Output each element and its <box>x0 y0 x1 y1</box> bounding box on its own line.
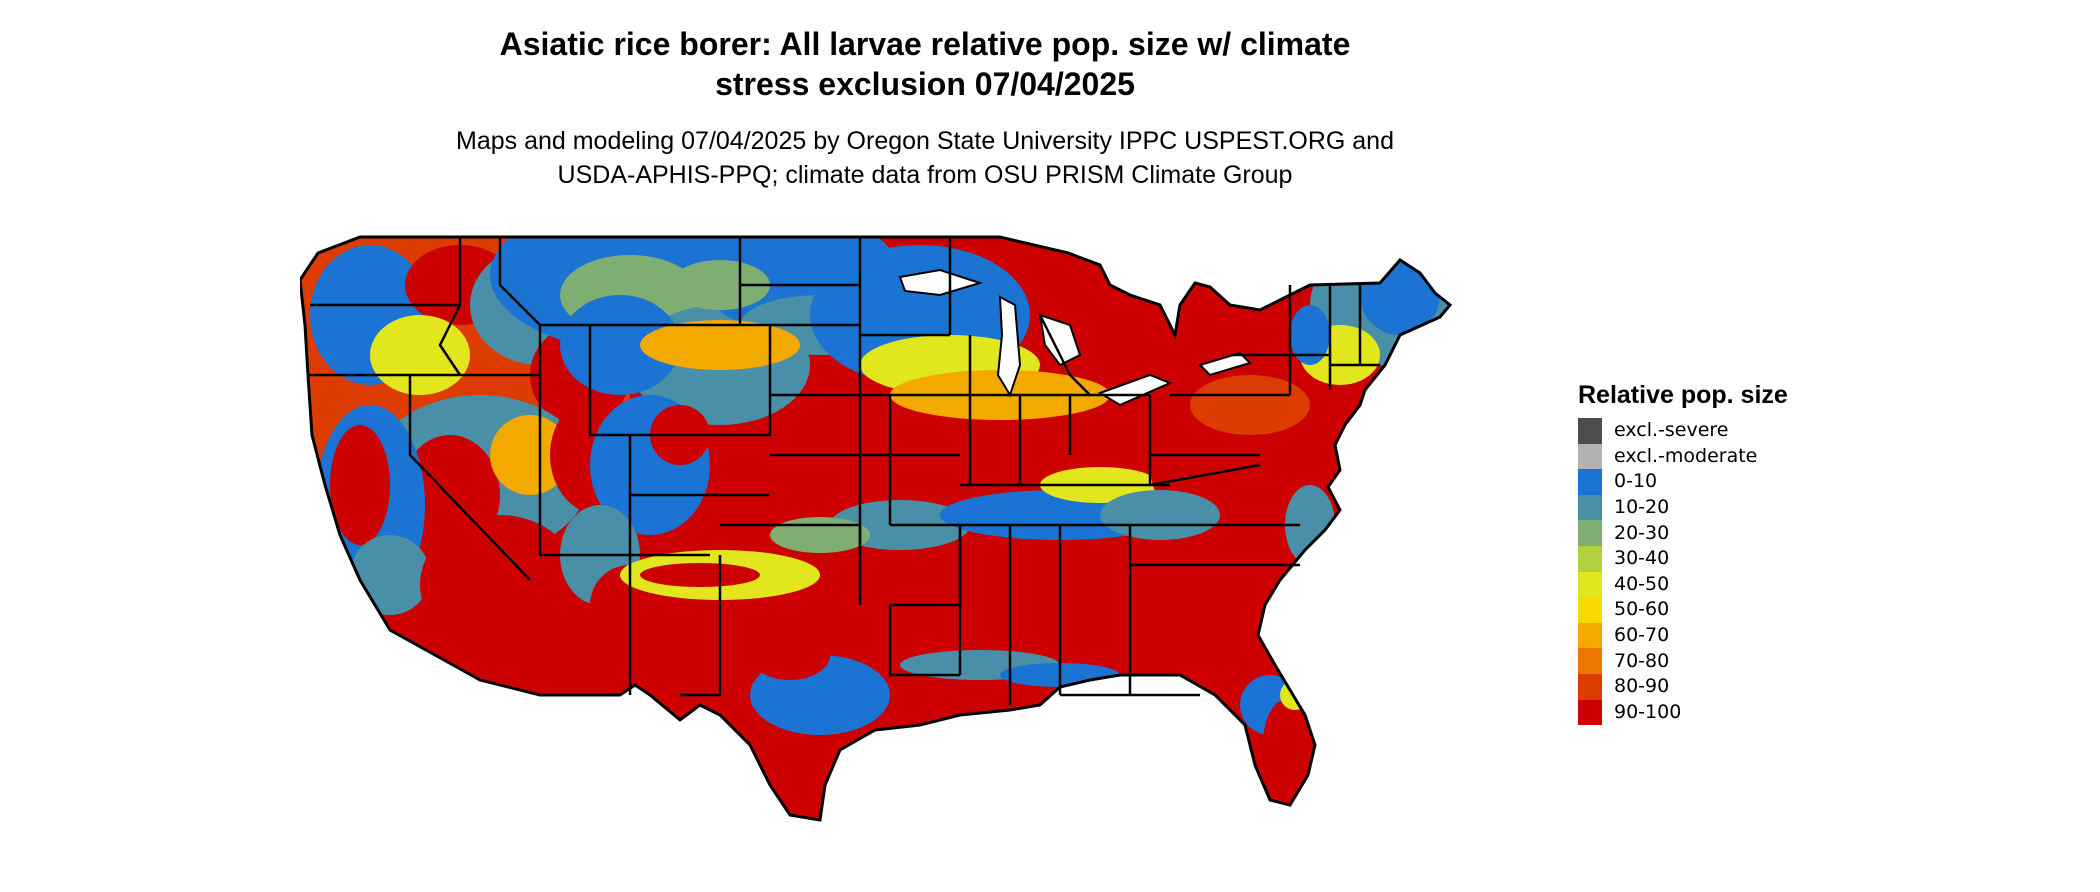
legend-swatch <box>1578 469 1602 495</box>
legend-item: 0-10 <box>1578 469 1858 495</box>
title-block: Asiatic rice borer: All larvae relative … <box>300 24 1550 192</box>
legend-swatch <box>1578 418 1602 444</box>
legend-label: 10-20 <box>1614 496 1670 519</box>
legend-item: 40-50 <box>1578 571 1858 598</box>
map-subtitle: Maps and modeling 07/04/2025 by Oregon S… <box>456 127 1394 189</box>
legend-swatch <box>1578 443 1602 470</box>
state-boundaries <box>308 237 1380 705</box>
legend-label: 0-10 <box>1614 470 1658 493</box>
legend-label: 50-60 <box>1614 598 1670 621</box>
legend-title: Relative pop. size <box>1578 381 1788 409</box>
us-map <box>300 225 1560 885</box>
legend-label: 90-100 <box>1614 700 1682 723</box>
legend-swatch <box>1578 494 1602 521</box>
legend-item: 50-60 <box>1578 597 1858 623</box>
legend-swatch <box>1578 571 1602 598</box>
legend-label: 70-80 <box>1614 649 1670 672</box>
legend-swatch <box>1578 597 1602 623</box>
legend-label: 40-50 <box>1614 572 1670 595</box>
legend-swatch <box>1578 648 1602 674</box>
legend-item: 60-70 <box>1578 622 1858 649</box>
legend-label: 60-70 <box>1614 624 1670 647</box>
legend-label: 80-90 <box>1614 675 1670 698</box>
legend-item: 70-80 <box>1578 648 1858 674</box>
legend-label: excl.-moderate <box>1614 444 1758 467</box>
legend-swatch <box>1578 520 1602 546</box>
legend-label: excl.-severe <box>1614 419 1729 442</box>
legend-item: 20-30 <box>1578 520 1858 546</box>
great-lakes <box>898 268 1252 407</box>
legend-label: 30-40 <box>1614 547 1670 570</box>
legend-swatch <box>1578 673 1602 700</box>
map-title: Asiatic rice borer: All larvae relative … <box>499 26 1351 102</box>
legend-items: excl.-severe excl.-moderate 0-10 10-20 20-30… <box>1578 418 1858 726</box>
map-legend: Relative pop. size excl.-severe excl.-mod… <box>1578 380 1858 726</box>
legend-item: 90-100 <box>1578 699 1858 726</box>
legend-item: 30-40 <box>1578 545 1858 572</box>
legend-item: excl.-moderate <box>1578 443 1858 470</box>
legend-item: 10-20 <box>1578 494 1858 521</box>
legend-swatch <box>1578 699 1602 726</box>
legend-item: excl.-severe <box>1578 418 1858 444</box>
map-fill <box>300 237 1450 820</box>
legend-swatch <box>1578 622 1602 649</box>
legend-swatch <box>1578 545 1602 572</box>
legend-item: 80-90 <box>1578 673 1858 700</box>
legend-label: 20-30 <box>1614 521 1670 544</box>
